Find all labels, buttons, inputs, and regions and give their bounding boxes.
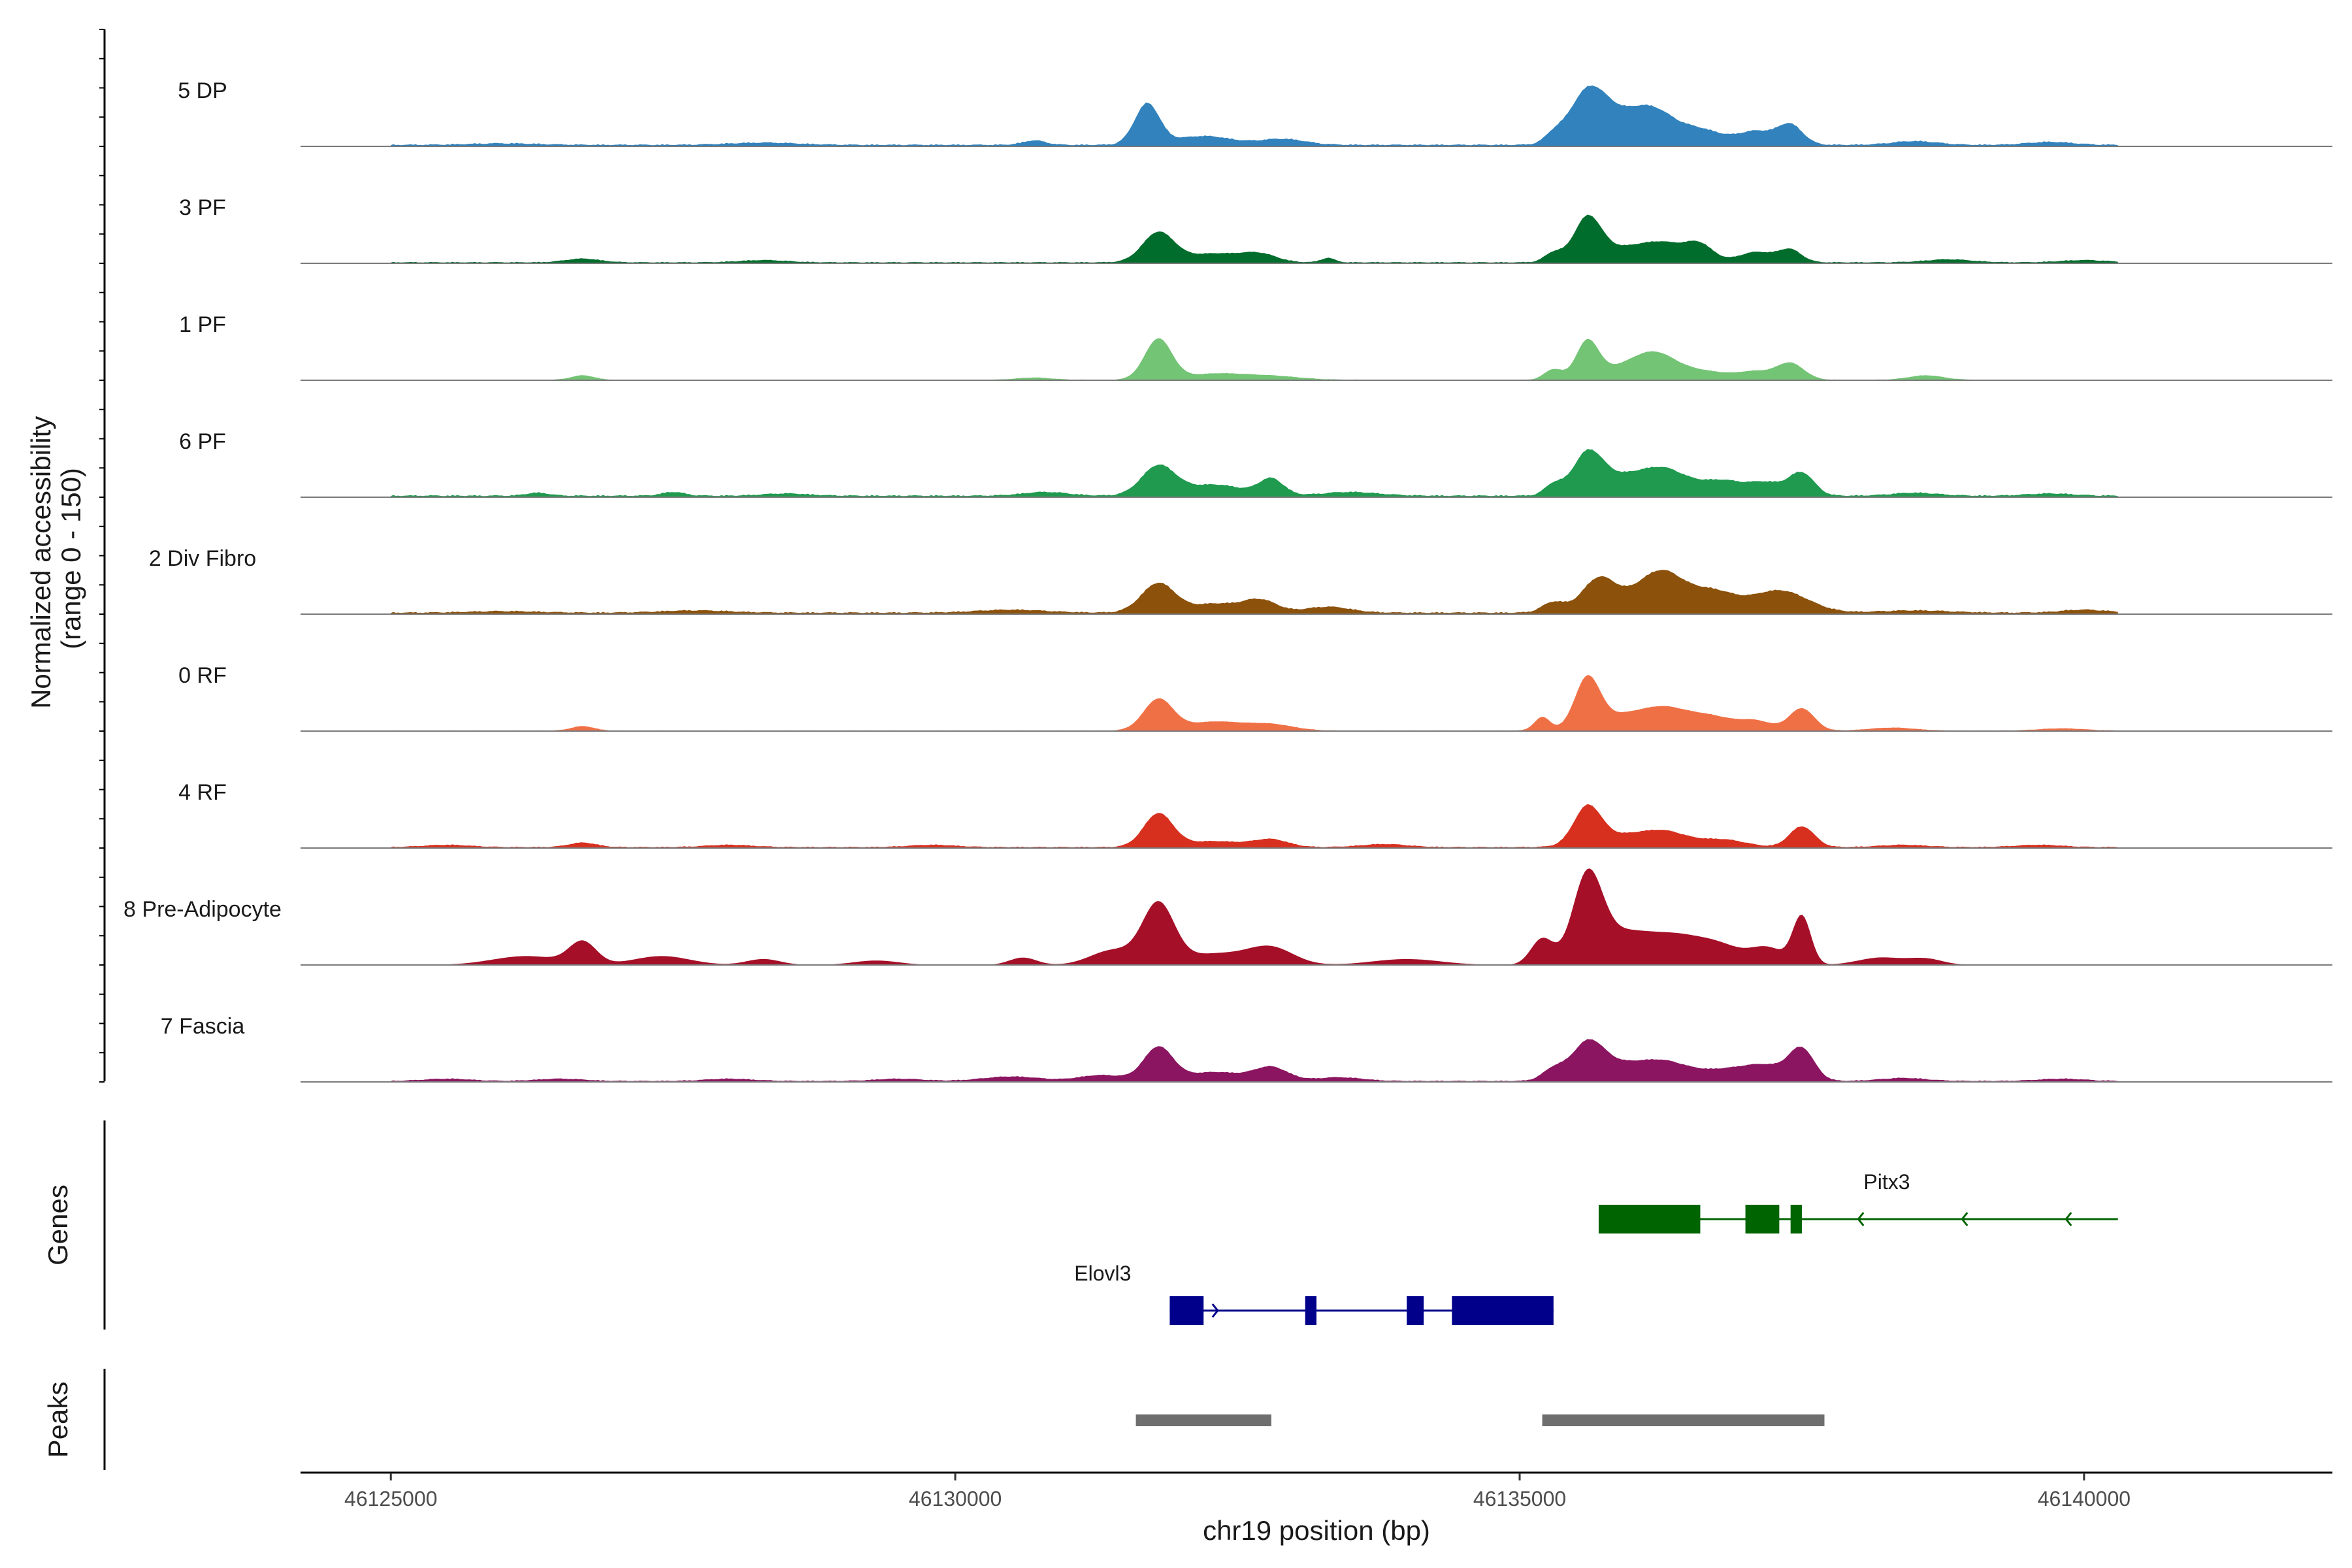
gene-models: Pitx3 Elovl3 <box>1074 1170 2118 1325</box>
gene-label: Pitx3 <box>1863 1170 1910 1194</box>
gene-exon <box>1452 1296 1554 1325</box>
gene-exon <box>1790 1205 1802 1233</box>
x-axis-title: chr19 position (bp) <box>1203 1515 1430 1546</box>
x-tick-label: 46130000 <box>909 1487 1002 1511</box>
track-4: 6 PF <box>179 429 2332 498</box>
gene-strand-arrow <box>2065 1212 2072 1226</box>
peak-region-bar <box>1135 1414 1271 1426</box>
coverage-area <box>391 804 2118 848</box>
gene-strand-arrow <box>1211 1303 1219 1318</box>
x-tick-label: 46135000 <box>1473 1487 1566 1511</box>
peak-region-bar <box>1542 1414 1825 1426</box>
coverage-area <box>391 214 2118 263</box>
track-7: 4 RF <box>178 780 2332 849</box>
track-label: 6 PF <box>179 429 226 454</box>
track-label: 3 PF <box>179 195 226 220</box>
gene-exon <box>1305 1296 1316 1325</box>
gene-exon <box>1407 1296 1424 1325</box>
track-5: 2 Div Fibro <box>149 546 2332 615</box>
coverage-area <box>391 570 2118 614</box>
gene-exon <box>1598 1205 1701 1233</box>
gene-elovl3: Elovl3 <box>1074 1262 1554 1325</box>
track-label: 5 DP <box>178 78 227 103</box>
gene-pitx3: Pitx3 <box>1598 1170 2118 1233</box>
coverage-area <box>391 338 2118 380</box>
track-2: 3 PF <box>179 195 2332 264</box>
gene-label: Elovl3 <box>1074 1262 1131 1285</box>
x-tick-label: 46140000 <box>2038 1487 2131 1511</box>
track-8: 8 Pre-Adipocyte <box>123 868 2332 966</box>
coverage-tracks: 5 DP 3 PF 1 PF 6 PF 2 Div Fibro 0 RF 4 RF 8 Pre… <box>123 78 2332 1083</box>
coverage-y-axis-ticks <box>99 29 105 1083</box>
coverage-area <box>391 85 2118 146</box>
track-label: 4 RF <box>178 780 227 805</box>
track-3: 1 PF <box>179 312 2332 381</box>
gene-exon <box>1745 1205 1780 1233</box>
coverage-area <box>391 868 2118 965</box>
y-axis-title: Normalized accessibility (range 0 - 150) <box>25 408 86 709</box>
track-label: 8 Pre-Adipocyte <box>123 897 282 922</box>
peaks-track-title: Peaks <box>42 1382 73 1458</box>
y-axis-title-line2: (range 0 - 150) <box>56 468 86 649</box>
y-axis-title-line1: Normalized accessibility <box>25 416 56 709</box>
gene-exon <box>1169 1296 1204 1325</box>
track-6: 0 RF <box>178 663 2332 732</box>
track-1: 5 DP <box>178 78 2332 147</box>
coverage-area <box>391 1039 2118 1082</box>
genes-track-title: Genes <box>42 1184 73 1266</box>
x-axis-ticks: 46125000 46130000 46135000 46140000 <box>344 1473 2131 1511</box>
track-label: 2 Div Fibro <box>149 546 256 571</box>
track-label: 1 PF <box>179 312 226 337</box>
coverage-area <box>391 675 2118 731</box>
coverage-area <box>391 449 2118 497</box>
x-tick-label: 46125000 <box>344 1487 437 1511</box>
gene-strand-arrow <box>1961 1212 1968 1226</box>
gene-strand-arrow <box>1857 1212 1865 1226</box>
track-9: 7 Fascia <box>161 1014 2332 1083</box>
track-label: 7 Fascia <box>161 1014 245 1039</box>
peak-regions <box>1135 1414 1825 1426</box>
track-label: 0 RF <box>178 663 227 688</box>
